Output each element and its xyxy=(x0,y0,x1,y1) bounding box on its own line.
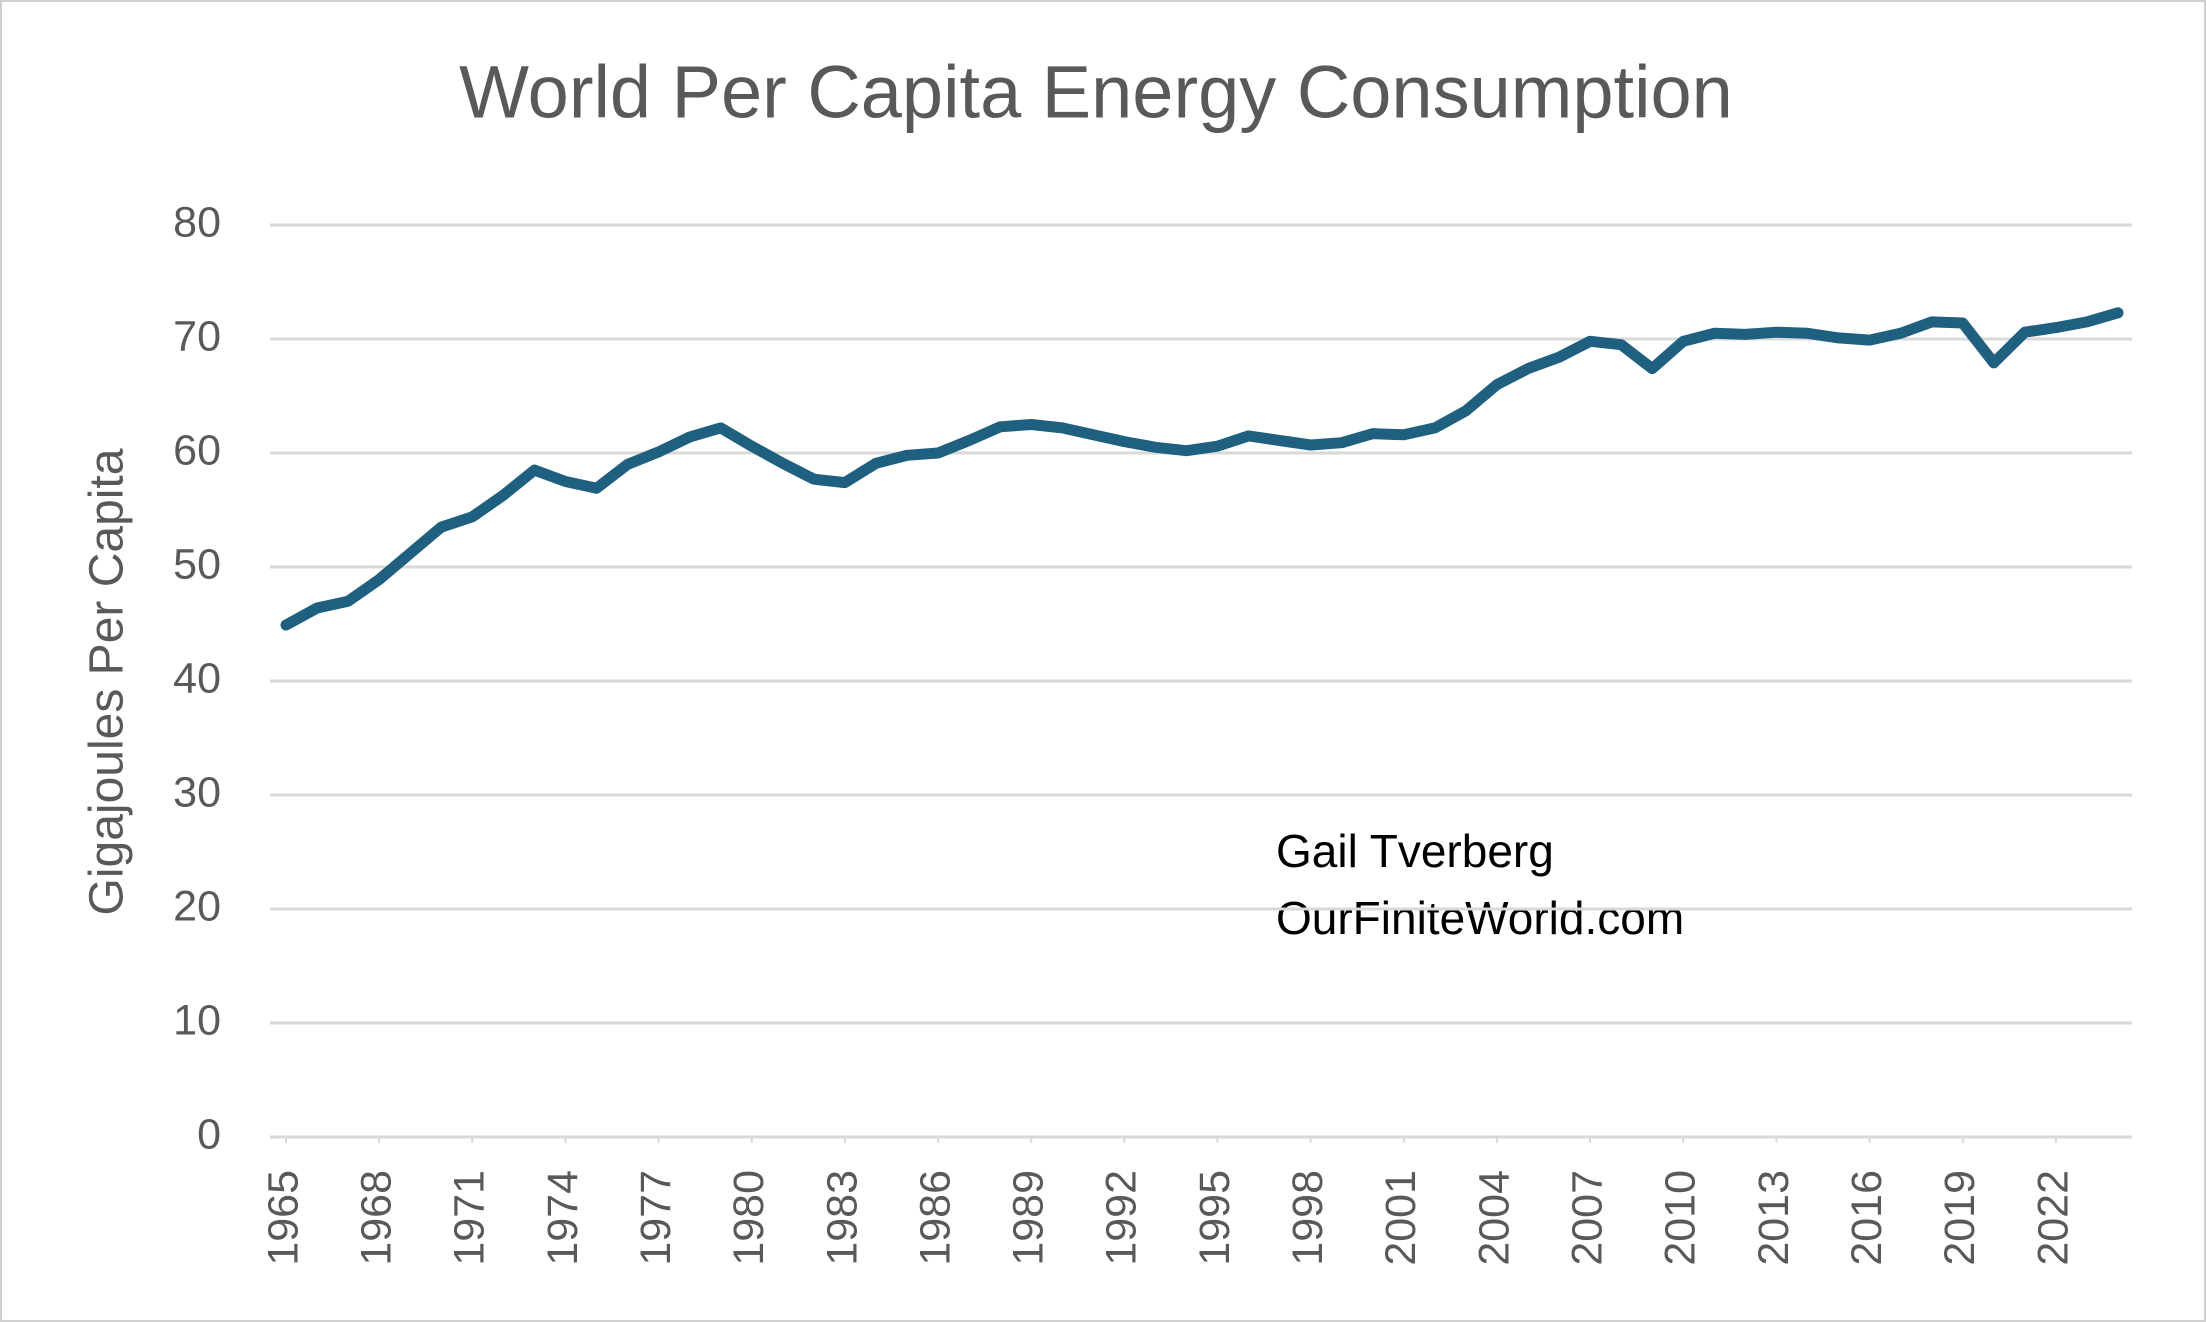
x-tick-label: 2016 xyxy=(1843,1170,1891,1266)
y-axis-label: Gigajoules Per Capita xyxy=(81,448,134,915)
x-tick-label: 2001 xyxy=(1377,1170,1425,1266)
x-tick-label: 1992 xyxy=(1098,1170,1146,1266)
x-tick-label: 1974 xyxy=(539,1170,587,1266)
x-tick-label: 1995 xyxy=(1191,1170,1239,1266)
x-tick-label: 1998 xyxy=(1284,1170,1332,1266)
y-tick-label: 70 xyxy=(173,312,221,360)
y-tick-label: 30 xyxy=(173,768,221,816)
x-tick-label: 2004 xyxy=(1470,1170,1518,1266)
x-tick-label: 2007 xyxy=(1563,1170,1611,1266)
y-tick-label: 0 xyxy=(197,1110,221,1158)
y-tick-label: 10 xyxy=(173,996,221,1044)
x-tick-label: 1989 xyxy=(1005,1170,1053,1266)
y-tick-label: 60 xyxy=(173,426,221,474)
x-tick-label: 1965 xyxy=(259,1170,307,1266)
annotation: OurFiniteWorld.com xyxy=(1276,892,1684,944)
annotation: Gail Tverberg xyxy=(1276,825,1554,877)
x-tick-label: 2013 xyxy=(1750,1170,1798,1266)
y-tick-label: 80 xyxy=(173,198,221,246)
x-tick-label: 1980 xyxy=(725,1170,773,1266)
x-tick-label: 2022 xyxy=(2029,1170,2077,1266)
data-line xyxy=(280,307,2124,631)
y-tick-label: 20 xyxy=(173,882,221,930)
x-tick-label: 2019 xyxy=(1936,1170,1984,1266)
x-tick-label: 1986 xyxy=(911,1170,959,1266)
chart-title: World Per Capita Energy Consumption xyxy=(459,51,1733,134)
y-tick-label: 40 xyxy=(173,654,221,702)
x-tick-label: 1971 xyxy=(446,1170,494,1266)
x-tick-label: 1977 xyxy=(632,1170,680,1266)
x-tick-label: 1968 xyxy=(353,1170,401,1266)
x-tick-label: 2010 xyxy=(1657,1170,1705,1266)
y-tick-label: 50 xyxy=(173,540,221,588)
x-tick-label: 1983 xyxy=(818,1170,866,1266)
